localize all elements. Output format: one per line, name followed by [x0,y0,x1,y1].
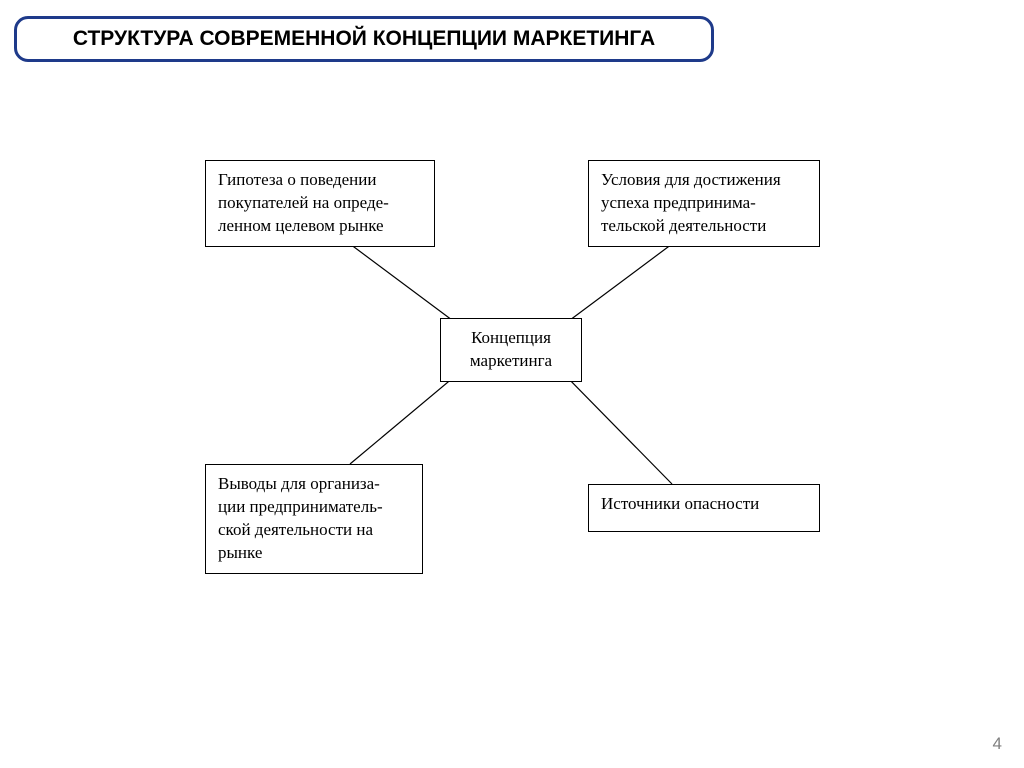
page-number: 4 [993,734,1002,754]
edge-top-right [562,244,672,326]
diagram-edges [0,0,1024,768]
node-bottom-right-text: Источники опасности [601,494,759,513]
concept-diagram: Концепциямаркетинга Гипотеза о поведении… [0,0,1024,768]
node-top-left: Гипотеза о поведениипокупателей на опред… [205,160,435,247]
node-top-left-text: Гипотеза о поведениипокупателей на опред… [218,170,389,235]
node-center: Концепциямаркетинга [440,318,582,382]
node-bottom-right: Источники опасности [588,484,820,532]
node-top-right-text: Условия для достиженияуспеха предпринима… [601,170,781,235]
edge-bottom-right [562,372,672,484]
node-bottom-left: Выводы для организа-ции предприниматель-… [205,464,423,574]
node-bottom-left-text: Выводы для организа-ции предприниматель-… [218,474,383,562]
edge-bottom-left [350,372,460,464]
node-center-text: Концепциямаркетинга [470,328,552,370]
edge-top-left [350,244,460,326]
node-top-right: Условия для достиженияуспеха предпринима… [588,160,820,247]
